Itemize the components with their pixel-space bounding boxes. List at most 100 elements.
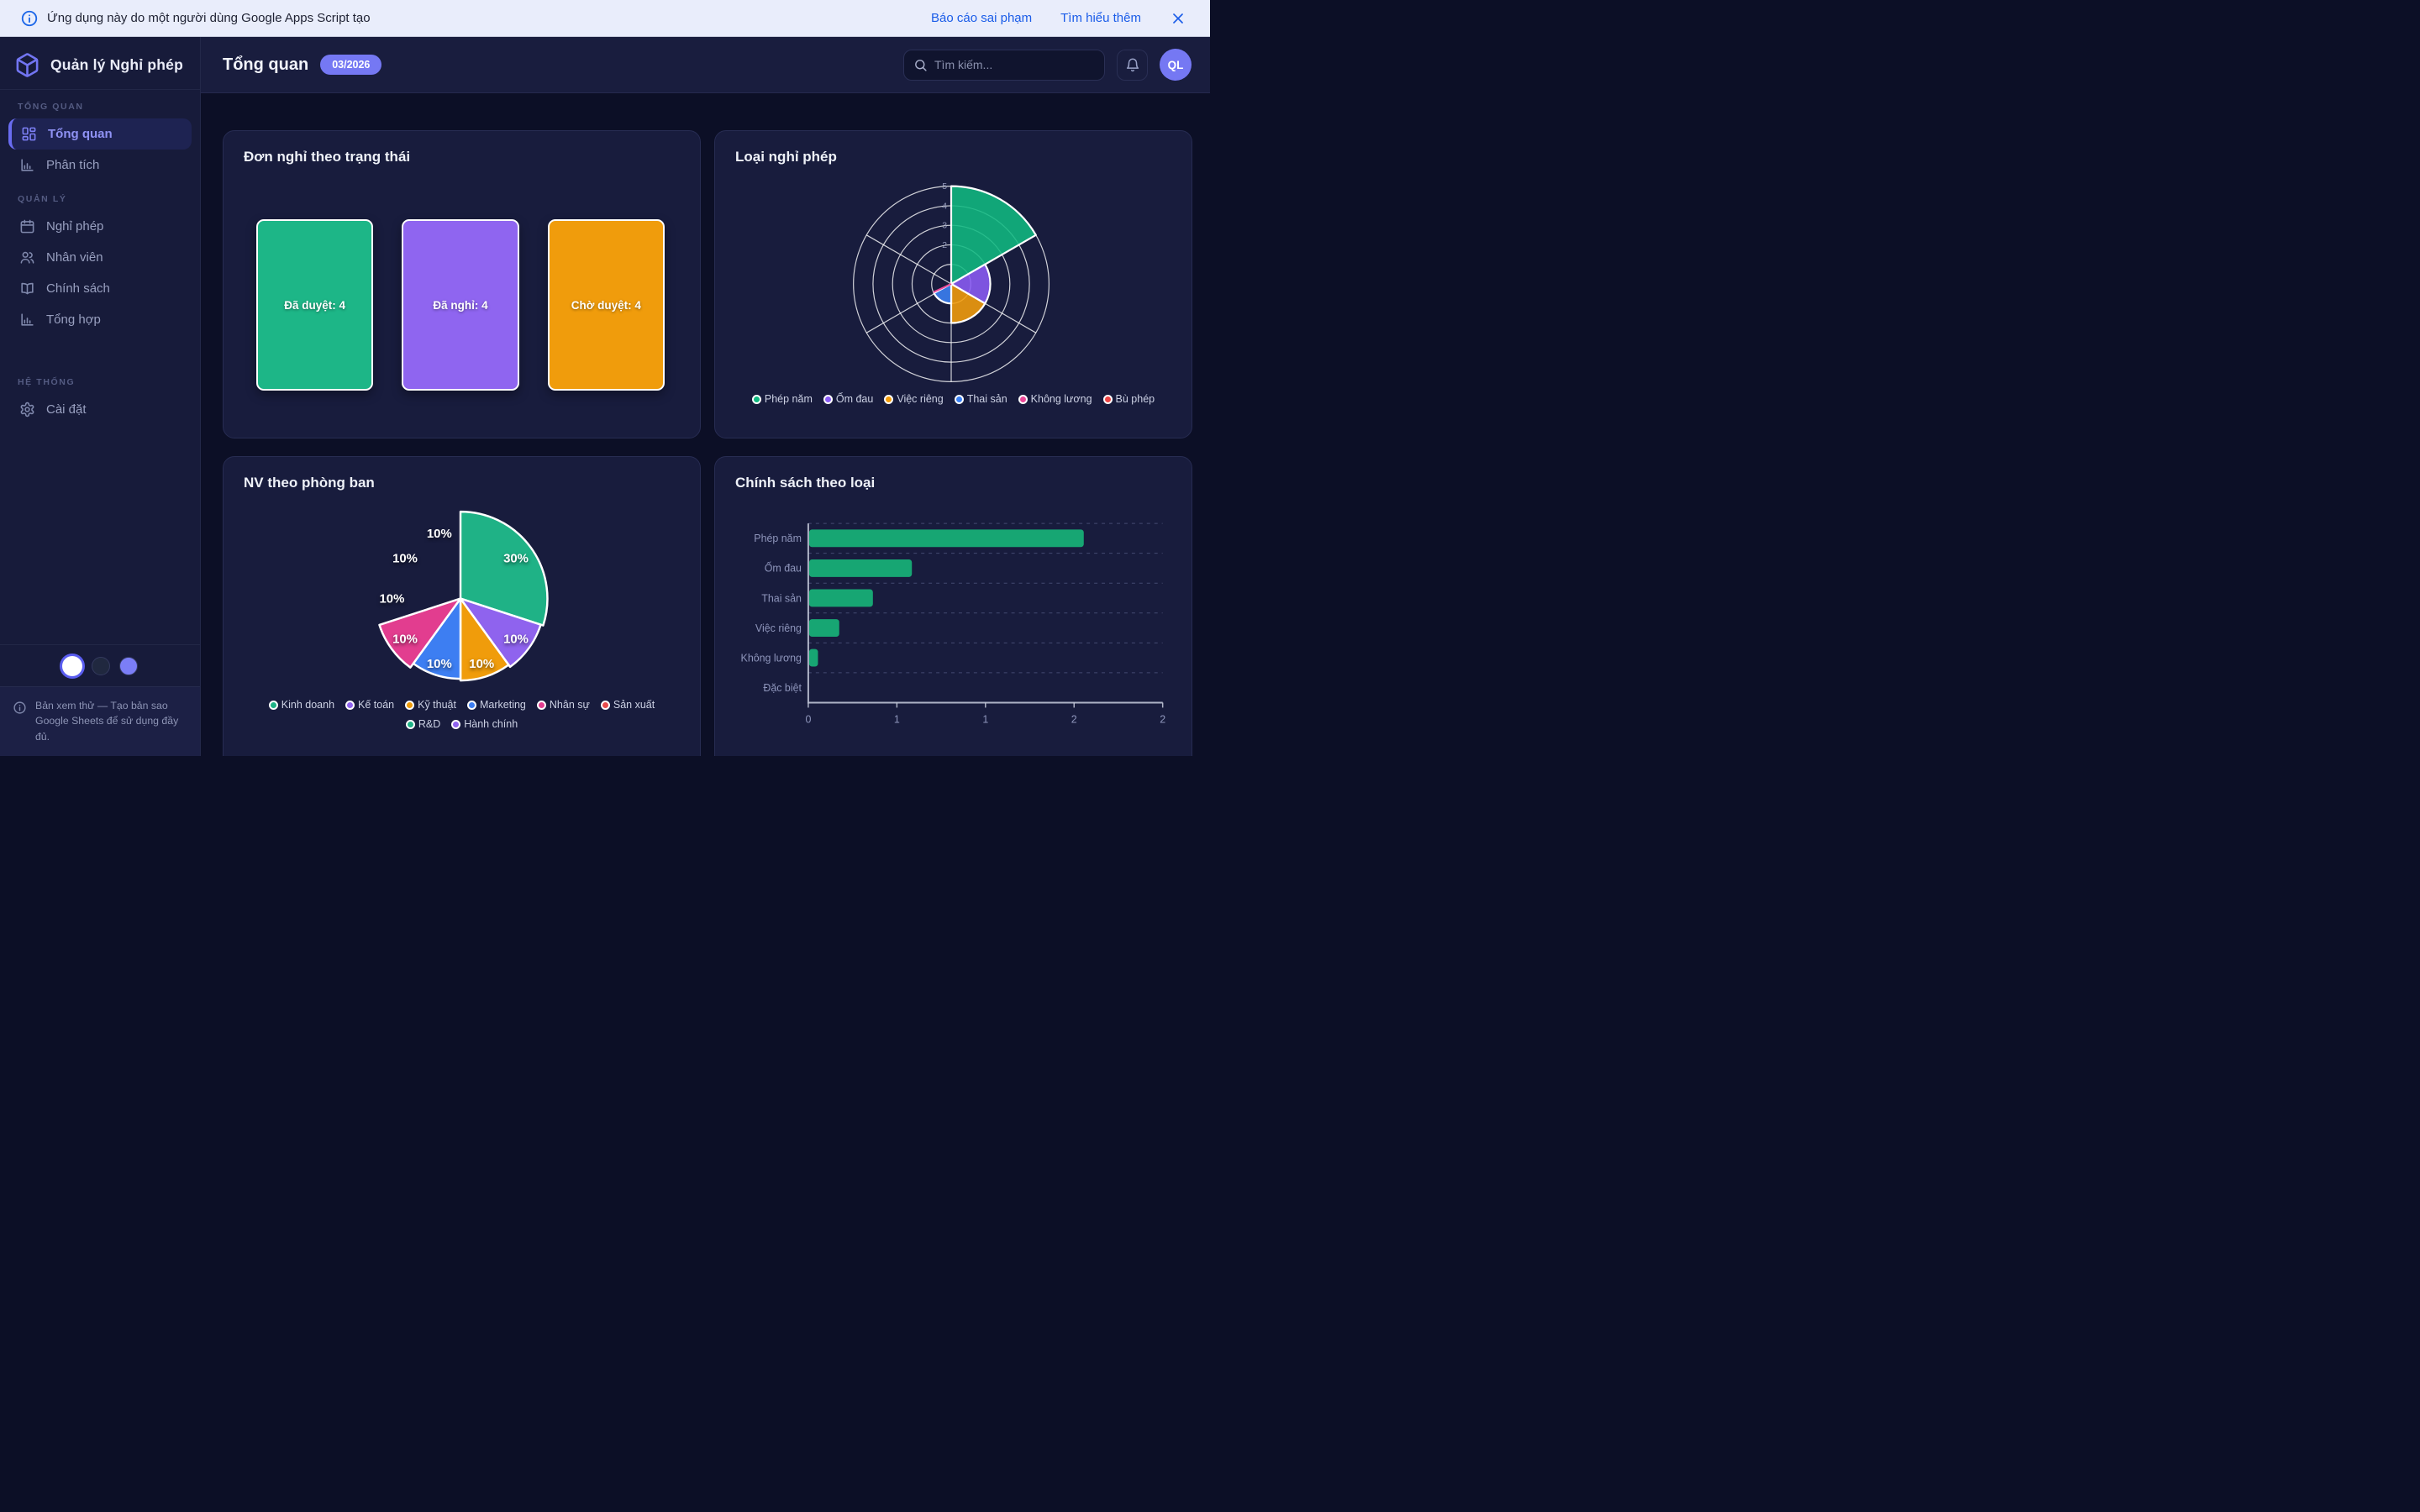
sidebar-nav: TỔNG QUAN Tổng quan Phân tích QUẢN LÝ Nghỉ p… [0, 90, 200, 425]
gas-warning-banner: Ứng dụng này do một người dùng Google Ap… [0, 0, 1210, 37]
card-title: NV theo phòng ban [244, 475, 375, 491]
svg-text:10%: 10% [427, 657, 452, 671]
legend-label: Kế toán [358, 699, 395, 711]
banner-message: Ứng dụng này do một người dùng Google Ap… [47, 11, 371, 25]
report-abuse-link[interactable]: Báo cáo sai phạm [931, 11, 1033, 25]
status-treemap: Đã duyệt: 4 Đã nghỉ: 4 Chờ duyệt: 4 [256, 219, 665, 391]
sidebar-item-label: Nghỉ phép [46, 219, 104, 234]
close-icon[interactable] [1170, 10, 1186, 27]
sidebar-item-label: Chính sách [46, 281, 110, 296]
month-badge: 03/2026 [320, 55, 382, 75]
preview-note-text: Bản xem thử — Tạo bản sao Google Sheets … [35, 699, 179, 743]
legend-item[interactable]: Việc riêng [884, 393, 944, 405]
svg-text:10%: 10% [427, 527, 452, 541]
legend-label: Marketing [480, 699, 526, 711]
legend-label: Nhân sự [549, 699, 590, 711]
page-title: Tổng quan [223, 55, 309, 74]
card-leave-types: Loại nghỉ phép 2 3 4 5 Phép năm Ốm đau Việc r… [714, 130, 1192, 438]
legend-dot [467, 700, 476, 710]
sidebar-item-cai-dat[interactable]: Cài đặt [8, 394, 192, 425]
svg-text:Ốm đau: Ốm đau [765, 562, 802, 575]
legend-label: Việc riêng [897, 393, 944, 405]
legend-dot [405, 700, 415, 710]
learn-more-link[interactable]: Tìm hiểu thêm [1060, 11, 1141, 25]
legend-item[interactable]: Sản xuất [600, 699, 655, 711]
search-input[interactable] [904, 58, 1104, 71]
info-icon [20, 9, 39, 28]
legend-item[interactable]: Marketing [467, 699, 526, 711]
svg-text:Việc riêng: Việc riêng [755, 622, 802, 634]
book-icon [19, 281, 35, 297]
nav-section-label: HỆ THỐNG [18, 377, 76, 387]
sidebar-item-tong-quan[interactable]: Tổng quan [8, 118, 192, 150]
legend-dot [268, 700, 278, 710]
legend-dot [823, 394, 833, 404]
legend-item[interactable]: Kỹ thuật [405, 699, 456, 711]
legend-item[interactable]: Không lương [1018, 393, 1092, 405]
search-box[interactable] [903, 49, 1105, 81]
bar-chart: Phép năm Ốm đau Thai sản Việc riêng Không lư… [741, 522, 1165, 725]
sidebar-item-tong-hop[interactable]: Tổng hợp [8, 304, 192, 335]
legend-label: R&D [418, 718, 441, 730]
search-icon [913, 58, 928, 72]
svg-text:10%: 10% [503, 633, 529, 647]
legend-label: Sản xuất [613, 699, 655, 711]
preview-note: Bản xem thử — Tạo bản sao Google Sheets … [0, 685, 200, 756]
legend-dot [884, 394, 894, 404]
svg-text:0: 0 [805, 713, 811, 725]
status-rect-label: Chờ duyệt: 4 [571, 298, 641, 312]
status-rect-label: Đã duyệt: 4 [284, 298, 346, 312]
legend-label: Phép năm [764, 393, 813, 405]
svg-text:2: 2 [942, 241, 947, 250]
legend-item[interactable]: Nhân sự [536, 699, 590, 711]
card-policies: Chính sách theo loại Phép năm Ốm đau Thai … [714, 456, 1192, 756]
app-logo: Quản lý Nghỉ phép [0, 37, 200, 90]
legend-item[interactable]: Phép năm [751, 393, 813, 405]
card-title: Chính sách theo loại [735, 475, 876, 491]
sidebar-item-phan-tich[interactable]: Phân tích [8, 150, 192, 181]
legend-label: Không lương [1030, 393, 1092, 405]
theme-dot-light[interactable] [62, 655, 82, 676]
legend-dot [345, 700, 355, 710]
theme-switcher [0, 643, 200, 686]
notifications-button[interactable] [1117, 49, 1148, 81]
sidebar-spacer [0, 425, 200, 644]
legend-item[interactable]: Thai sản [954, 393, 1007, 405]
legend-item[interactable]: Ốm đau [823, 393, 873, 405]
svg-text:30%: 30% [503, 552, 529, 566]
avatar[interactable]: QL [1160, 49, 1192, 81]
svg-text:10%: 10% [392, 552, 418, 566]
svg-text:4: 4 [942, 202, 947, 211]
theme-dot-dark[interactable] [92, 656, 110, 675]
nav-section-label: QUẢN LÝ [18, 194, 67, 204]
legend-item[interactable]: Hành chính [451, 718, 518, 730]
theme-dot-purple[interactable] [119, 656, 138, 675]
app-title: Quản lý Nghỉ phép [50, 55, 183, 73]
legend-label: Bù phép [1115, 393, 1155, 405]
legend-dot [954, 394, 964, 404]
status-rect: Đã duyệt: 4 [256, 219, 374, 391]
dashboard-icon [21, 126, 37, 142]
card-title: Đơn nghỉ theo trạng thái [244, 149, 411, 165]
legend-item[interactable]: Kinh doanh [268, 699, 334, 711]
legend-item[interactable]: R&D [405, 718, 441, 730]
legend-dot [600, 700, 610, 710]
sidebar-item-label: Nhân viên [46, 250, 103, 265]
sidebar-item-label: Cài đặt [46, 402, 87, 417]
pie-legend: Kinh doanh Kế toán Kỹ thuật Marketing Nhân s… [224, 699, 700, 730]
calendar-icon [19, 218, 35, 234]
legend-item[interactable]: Bù phép [1102, 393, 1155, 405]
sidebar-item-nhan-vien[interactable]: Nhân viên [8, 242, 192, 273]
svg-text:Đặc biệt: Đặc biệt [763, 682, 802, 694]
dashboard-content: Đơn nghỉ theo trạng thái Đã duyệt: 4 Đã n… [201, 93, 1210, 756]
svg-text:10%: 10% [380, 592, 405, 606]
cube-icon [14, 52, 40, 78]
status-rect: Chờ duyệt: 4 [547, 219, 665, 391]
legend-item[interactable]: Kế toán [345, 699, 394, 711]
svg-text:1: 1 [894, 713, 900, 725]
sidebar-item-nghi-phep[interactable]: Nghỉ phép [8, 211, 192, 242]
svg-text:3: 3 [942, 222, 947, 231]
legend-dot [1018, 394, 1028, 404]
sidebar-item-chinh-sach[interactable]: Chính sách [8, 273, 192, 304]
bell-icon [1125, 57, 1140, 72]
